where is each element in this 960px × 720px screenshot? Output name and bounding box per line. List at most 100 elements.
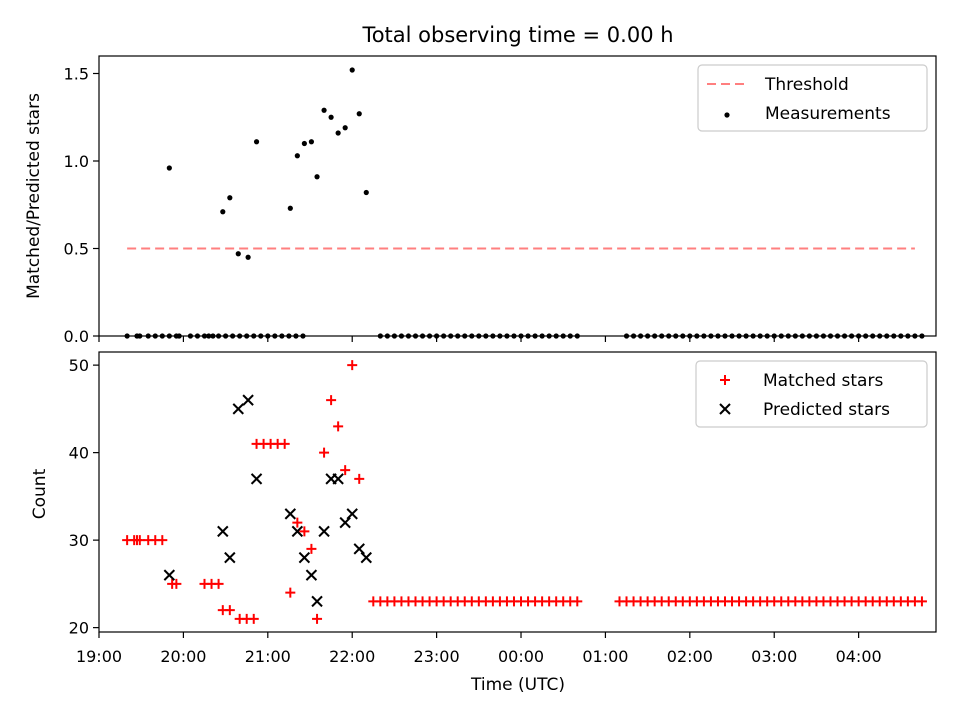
predicted-star-marker bbox=[298, 551, 311, 564]
x-tick-label: 20:00 bbox=[160, 647, 206, 666]
matched-star-marker bbox=[326, 395, 337, 406]
measurement-point bbox=[294, 153, 300, 159]
predicted-star-b bbox=[332, 473, 344, 485]
predicted-star-marker bbox=[332, 473, 344, 485]
matched-star-marker bbox=[319, 447, 330, 458]
ratio-ticks: 0.0 0.5 1.0 1.5 bbox=[64, 65, 860, 346]
y-tick-label: 1.5 bbox=[64, 65, 89, 84]
predicted-star-marker bbox=[232, 403, 244, 415]
predicted-star-b bbox=[163, 569, 176, 581]
matched-star-marker bbox=[279, 438, 290, 449]
legend-box bbox=[697, 64, 928, 132]
ratio-panel: 0.0 0.5 1.0 1.5 Matched/Predicted stars Thr… bbox=[24, 55, 937, 346]
matched-star-marker bbox=[213, 578, 224, 589]
predicted-star-marker bbox=[224, 551, 236, 564]
measurement-point bbox=[227, 195, 233, 201]
predicted-star-marker bbox=[346, 508, 358, 520]
count-marks bbox=[122, 360, 927, 624]
measurement-point bbox=[253, 139, 260, 145]
x-tick-label: 00:00 bbox=[498, 647, 544, 666]
predicted-star-marker bbox=[163, 569, 176, 581]
matched-star-marker bbox=[312, 613, 323, 624]
predicted-star-b bbox=[298, 551, 311, 564]
predicted-star-marker bbox=[305, 569, 318, 581]
predicted-star-b bbox=[224, 551, 236, 564]
matched-star-marker bbox=[354, 473, 365, 484]
x-tick-label: 21:00 bbox=[245, 647, 291, 666]
matched-star-marker bbox=[340, 465, 351, 476]
predicted-star-b bbox=[250, 473, 263, 485]
y-tick-label: 30 bbox=[69, 531, 89, 550]
x-tick-label: 02:00 bbox=[667, 647, 713, 666]
measurement-point bbox=[314, 174, 320, 180]
measurement-point bbox=[363, 189, 369, 196]
measurement-point bbox=[328, 114, 334, 120]
predicted-star-b bbox=[305, 569, 318, 581]
measurement-point bbox=[301, 140, 307, 147]
predicted-star-marker bbox=[250, 473, 263, 485]
predicted-star-marker bbox=[311, 595, 323, 608]
legend-label: Measurements bbox=[765, 104, 891, 124]
count-ticks: 20 30 40 50 19:00 20:00 21:00 22:00 23:00 00:00 01… bbox=[69, 356, 882, 666]
predicted-star-b bbox=[284, 508, 297, 520]
predicted-star-marker bbox=[217, 525, 229, 538]
x-tick-label: 23:00 bbox=[414, 647, 460, 666]
predicted-star-b bbox=[232, 403, 244, 415]
matched-star-marker bbox=[572, 596, 583, 607]
measurement-point bbox=[335, 130, 341, 136]
matched-star-marker bbox=[347, 360, 358, 371]
matched-star-marker bbox=[224, 605, 235, 616]
y-tick-label: 20 bbox=[69, 619, 89, 638]
y-tick-label: 0.5 bbox=[64, 240, 89, 259]
predicted-star-b bbox=[311, 595, 323, 608]
measurement-point bbox=[235, 251, 241, 257]
predicted-star-b bbox=[353, 543, 365, 555]
predicted-star-marker bbox=[242, 394, 254, 406]
predicted-star-b bbox=[318, 525, 330, 538]
y-tick-label: 50 bbox=[69, 356, 89, 375]
legend-measurement-handle bbox=[724, 112, 730, 118]
count-legend: Matched stars Predicted stars bbox=[695, 360, 928, 428]
matched-star-marker bbox=[248, 613, 259, 624]
predicted-star-b bbox=[242, 394, 254, 406]
matched-star-marker bbox=[333, 421, 344, 432]
matched-star-marker bbox=[285, 587, 296, 598]
legend-label: Matched stars bbox=[763, 371, 883, 391]
predicted-star-marker bbox=[353, 543, 365, 555]
measurement-point bbox=[342, 125, 348, 131]
matched-star-marker bbox=[916, 596, 927, 607]
measurement-point bbox=[321, 107, 327, 113]
matched-star-marker bbox=[292, 517, 303, 528]
measurement-point bbox=[349, 67, 355, 73]
predicted-star-b bbox=[346, 508, 358, 520]
predicted-star-b bbox=[291, 525, 304, 538]
count-ylabel: Count bbox=[30, 468, 50, 519]
predicted-star-marker bbox=[360, 551, 372, 564]
matched-star-marker bbox=[299, 526, 310, 537]
predicted-star-b bbox=[217, 525, 229, 538]
measurement-point bbox=[245, 254, 251, 260]
predicted-star-marker bbox=[318, 525, 330, 538]
x-tick-label: 22:00 bbox=[329, 647, 375, 666]
matched-star-marker bbox=[157, 535, 168, 546]
predicted-star-b bbox=[360, 551, 372, 564]
predicted-star-marker bbox=[284, 508, 297, 520]
count-axes-frame bbox=[98, 351, 937, 633]
predicted-star-b bbox=[339, 516, 351, 529]
y-tick-label: 40 bbox=[69, 444, 89, 463]
measurement-point bbox=[220, 209, 226, 215]
predicted-star-marker bbox=[339, 516, 351, 529]
ratio-legend: Threshold Measurements bbox=[697, 64, 928, 132]
measurement-point bbox=[287, 205, 293, 211]
legend-label: Predicted stars bbox=[763, 400, 890, 420]
x-tick-label: 04:00 bbox=[836, 647, 882, 666]
y-tick-label: 0.0 bbox=[64, 327, 89, 346]
ratio-ylabel: Matched/Predicted stars bbox=[24, 93, 44, 299]
matched-star-marker bbox=[171, 578, 182, 589]
measurement-point bbox=[356, 111, 362, 117]
ratio-marks bbox=[124, 67, 925, 339]
matched-star-marker bbox=[134, 535, 145, 546]
matched-star-marker bbox=[306, 543, 317, 554]
legend-predicted-handle-b bbox=[719, 403, 731, 415]
